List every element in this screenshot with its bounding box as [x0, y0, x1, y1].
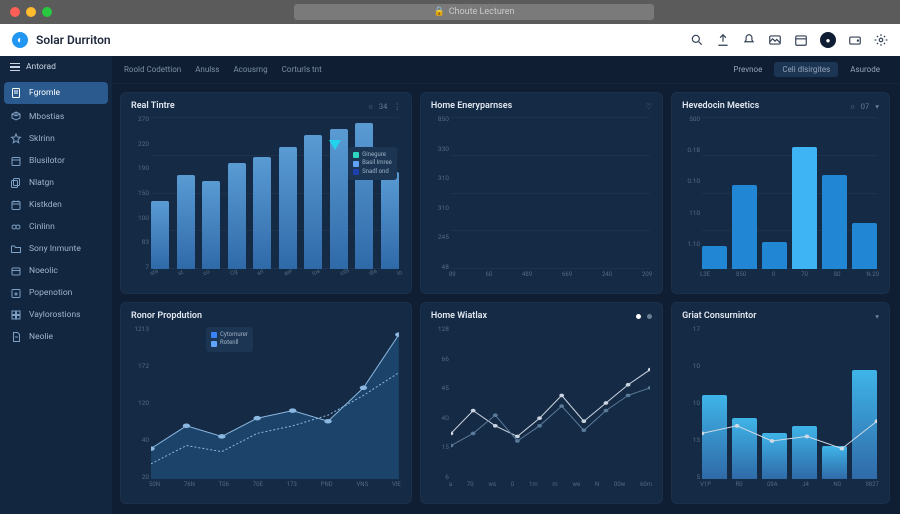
sidebar-item-label: Noeolic — [29, 266, 58, 276]
tab-bar: Roold Codettion Anulss Acousrng Corturls… — [112, 56, 900, 84]
card-title: Real Tintre — [131, 101, 175, 111]
app-title: Solar Durriton — [36, 33, 111, 47]
calendar-icon — [10, 155, 22, 167]
avatar-icon[interactable]: ● — [820, 32, 836, 48]
sidebar-item-11[interactable]: Neolie — [0, 326, 112, 348]
bar — [355, 123, 373, 269]
settings-icon[interactable] — [874, 33, 888, 47]
menu-icon[interactable] — [10, 63, 20, 72]
card-hevedocin: Hevedocin Meetics ○07▾ 5000.180.101101.1… — [671, 92, 890, 294]
star-icon — [10, 133, 22, 145]
minimize-window-icon[interactable] — [26, 7, 36, 17]
cube-icon — [10, 111, 22, 123]
card-title: Home Wiatlax — [431, 311, 487, 321]
link-icon — [10, 221, 22, 233]
sidebar-item-label: Kistkden — [29, 200, 62, 210]
sidebar-item-8[interactable]: Noeolic — [0, 260, 112, 282]
bar — [381, 172, 399, 269]
app-header: ◐ Solar Durriton ● — [0, 24, 900, 56]
folder-icon — [10, 243, 22, 255]
image-icon[interactable] — [768, 33, 782, 47]
card-home-wiatlax: Home Wiatlax 128664540156 a70ws01mmweN00… — [420, 302, 663, 504]
logo-icon: ◐ — [12, 32, 28, 48]
card-title: Ronor Propdution — [131, 311, 202, 321]
bar — [228, 163, 246, 269]
url-bar[interactable]: 🔒 Choute Lecturen — [294, 4, 654, 20]
bar — [202, 181, 220, 269]
grid-icon — [10, 309, 22, 321]
sidebar-item-4[interactable]: Nlatgn — [0, 172, 112, 194]
card-title: Home Eneryparnses — [431, 101, 512, 111]
upload-icon[interactable] — [716, 33, 730, 47]
card-title: Griat Consurnintor — [682, 311, 756, 321]
tab-right-0[interactable]: Prevnoe — [725, 62, 770, 77]
sidebar-item-0[interactable]: Fgromle — [4, 82, 108, 104]
bell-icon[interactable] — [742, 33, 756, 47]
card-griat-consum: Griat Consurnintor ▾ 171010135 V1PR009AJ… — [671, 302, 890, 504]
window-controls[interactable] — [10, 7, 52, 17]
close-window-icon[interactable] — [10, 7, 20, 17]
sidebar-item-label: Popenotion — [29, 288, 72, 298]
sidebar-item-5[interactable]: Kistkden — [0, 194, 112, 216]
sidebar-item-1[interactable]: Mbostias — [0, 106, 112, 128]
sidebar-item-label: Sony Inmunte — [29, 244, 81, 254]
doc-icon — [10, 87, 22, 99]
card-ronor-prod: Ronor Propdution 12131721204020 50N76NT0… — [120, 302, 412, 504]
file-icon — [10, 331, 22, 343]
calendar2-icon — [10, 199, 22, 211]
sidebar-item-10[interactable]: Vaylorostions — [0, 304, 112, 326]
sidebar-top-label: Antorad — [26, 62, 56, 72]
sidebar-item-label: Mbostias — [29, 112, 64, 122]
sidebar-item-6[interactable]: Cinlinn — [0, 216, 112, 238]
sidebar-item-label: Nlatgn — [29, 178, 54, 188]
card-real-tintre: Real Tintre ○34⋮ 270220190150100837 stss… — [120, 92, 412, 294]
sidebar-item-9[interactable]: Popenotion — [0, 282, 112, 304]
sidebar-item-label: Vaylorostions — [29, 310, 81, 320]
sidebar-item-label: Neolie — [29, 332, 53, 342]
url-text: Choute Lecturen — [449, 7, 515, 17]
sidebar-item-label: Cinlinn — [29, 222, 55, 232]
bar — [177, 175, 195, 269]
bar — [253, 157, 271, 269]
sidebar: Antorad Fgromle Mbostias Sklrinn Blusilotor… — [0, 56, 112, 514]
search-icon[interactable] — [690, 33, 704, 47]
bar — [330, 129, 348, 269]
copy-icon — [10, 177, 22, 189]
browser-chrome: 🔒 Choute Lecturen — [0, 0, 900, 24]
sidebar-item-label: Blusilotor — [29, 156, 65, 166]
bar — [151, 201, 169, 269]
sidebar-item-7[interactable]: Sony Inmunte — [0, 238, 112, 260]
sidebar-item-label: Fgromle — [29, 88, 60, 98]
tab-3[interactable]: Acousrng — [233, 65, 267, 74]
wallet-icon[interactable] — [848, 33, 862, 47]
tab-right-1[interactable]: Celi dlsirgites — [774, 62, 838, 77]
sidebar-header[interactable]: Antorad — [0, 56, 112, 78]
cal3-icon — [10, 287, 22, 299]
card-title: Hevedocin Meetics — [682, 101, 759, 111]
bar — [279, 147, 297, 269]
sidebar-item-label: Sklrinn — [29, 134, 55, 144]
tab-1[interactable]: Roold Codettion — [124, 65, 181, 74]
maximize-window-icon[interactable] — [42, 7, 52, 17]
box-icon — [10, 265, 22, 277]
sidebar-item-2[interactable]: Sklrinn — [0, 128, 112, 150]
tab-4[interactable]: Corturls tnt — [282, 65, 322, 74]
tab-2[interactable]: Anulss — [195, 65, 219, 74]
tab-right-2[interactable]: Asurode — [842, 62, 888, 77]
bar — [304, 135, 322, 269]
card-home-enery: Home Eneryparnses ♡ 85033031031024548 89… — [420, 92, 663, 294]
content-area: Roold Codettion Anulss Acousrng Corturls… — [112, 56, 900, 514]
calendar-icon[interactable] — [794, 33, 808, 47]
sidebar-item-3[interactable]: Blusilotor — [0, 150, 112, 172]
